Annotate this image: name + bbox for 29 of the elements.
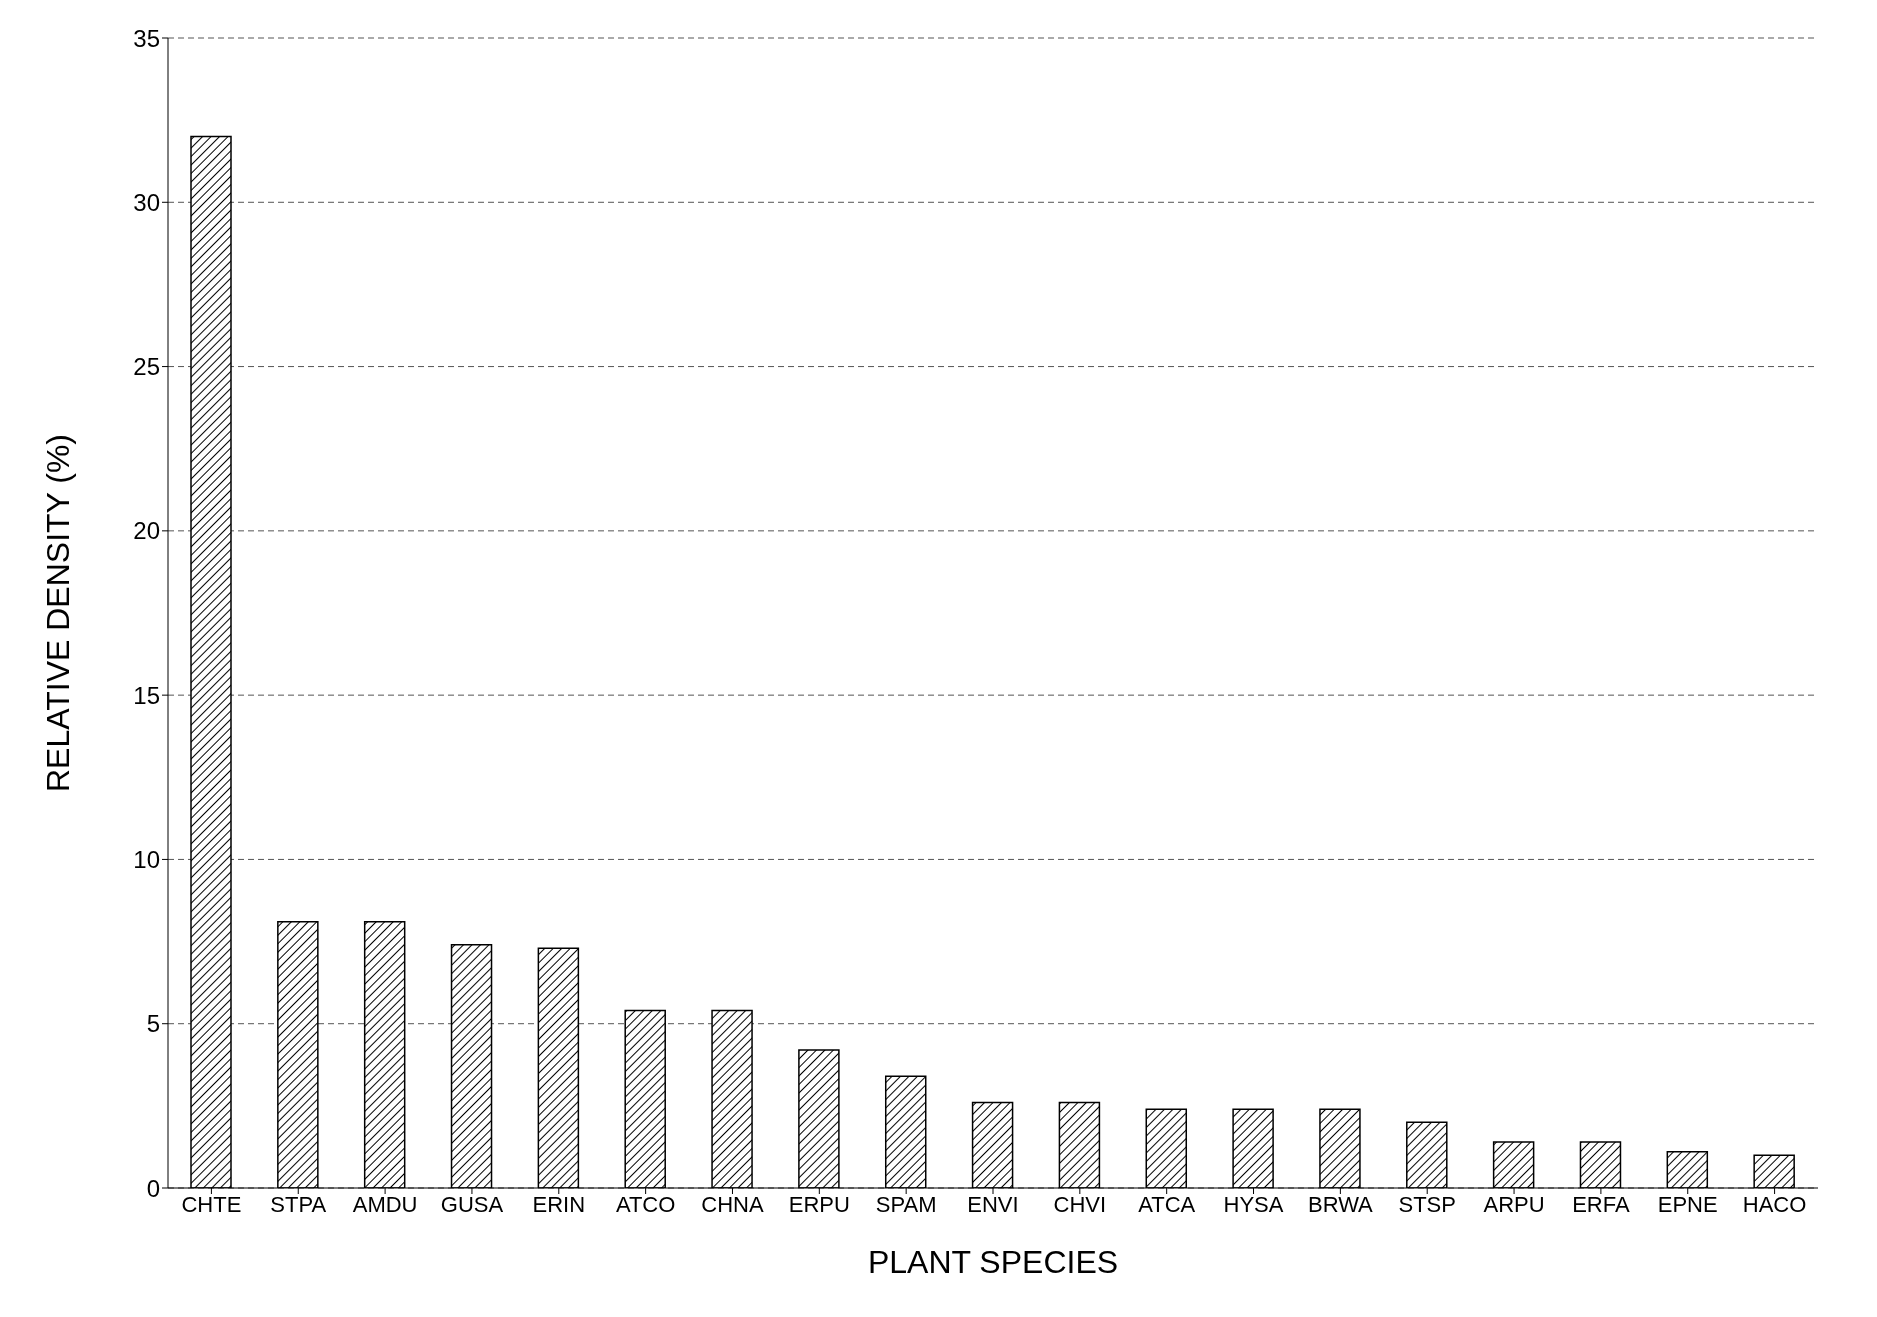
x-tick-label: BRWA [1307, 1191, 1374, 1217]
x-tick-label: ERFA [1572, 1191, 1630, 1217]
x-tick-label: HACO [1742, 1191, 1807, 1217]
y-tick-label: 5 [146, 1010, 160, 1038]
x-tick-label: ENVI [967, 1191, 1019, 1217]
x-tick-label: ATCA [1138, 1191, 1196, 1217]
y-tick-label: 10 [133, 845, 160, 873]
x-tick-label: CHVI [1053, 1191, 1107, 1217]
x-tick-label: SPAM [875, 1191, 937, 1217]
x-tick-label: CHTE [181, 1191, 242, 1217]
x-tick-label: ARPU [1483, 1191, 1545, 1217]
x-tick-label: ERPU [788, 1191, 850, 1217]
x-tick-label: ERIN [532, 1191, 586, 1217]
x-tick-label: GUSA [440, 1191, 504, 1217]
x-axis-title: PLANT SPECIES [867, 1244, 1119, 1280]
y-axis-title: RELATIVE DENSITY (%) [40, 434, 77, 792]
x-tick-label: STSP [1398, 1191, 1456, 1217]
y-tick-label: 30 [133, 188, 160, 216]
y-tick-label: 25 [133, 353, 160, 381]
y-tick-label: 35 [133, 24, 160, 52]
y-tick-label: 0 [146, 1174, 160, 1202]
x-tick-label: HYSA [1223, 1191, 1284, 1217]
x-tick-label: EPNE [1657, 1191, 1718, 1217]
x-tick-label: ATCO [615, 1191, 676, 1217]
x-tick-label: CHNA [701, 1191, 764, 1217]
x-tick-label: STPA [270, 1191, 327, 1217]
x-tick-label: AMDU [352, 1191, 418, 1217]
y-tick-label: 20 [133, 517, 160, 545]
y-tick-label: 15 [133, 681, 160, 709]
